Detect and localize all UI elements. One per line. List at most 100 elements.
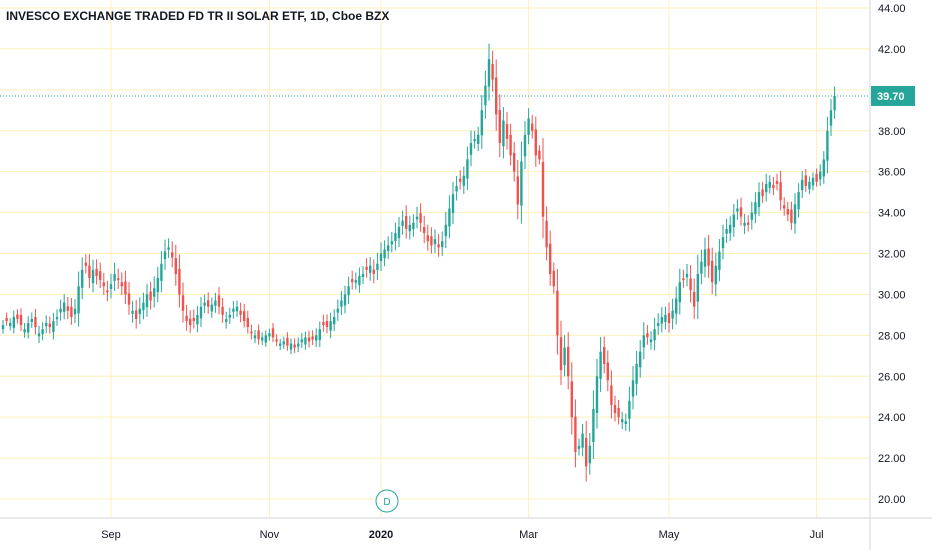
candle-body: [264, 335, 267, 343]
candle-body: [455, 185, 458, 192]
candle-body: [336, 308, 339, 313]
candle-body: [124, 281, 127, 295]
candle-body: [95, 268, 98, 277]
candle-body: [84, 262, 87, 266]
candle-body: [675, 298, 678, 314]
candle-body: [178, 268, 181, 295]
candle-body: [531, 123, 534, 131]
candle-body: [505, 124, 509, 139]
candle-body: [487, 59, 491, 87]
candle-body: [16, 314, 19, 319]
price-tick-label: 42.00: [878, 44, 906, 56]
candle-body: [667, 313, 671, 324]
candle-body: [599, 351, 602, 379]
candle-body: [642, 335, 645, 348]
time-tick-label: Sep: [101, 529, 121, 541]
candle-body: [181, 295, 185, 311]
candle-body: [30, 318, 33, 323]
candle-body: [743, 222, 746, 226]
candle-body: [401, 220, 404, 226]
candle-body: [73, 308, 77, 315]
candle-body: [549, 243, 552, 274]
candle-body: [484, 85, 487, 106]
candle-body: [390, 241, 393, 245]
candle-body: [653, 329, 656, 341]
candle-body: [462, 175, 465, 186]
candle-body: [102, 282, 105, 287]
candle-body: [826, 130, 829, 161]
candle-body: [678, 282, 681, 303]
candle-body: [246, 317, 249, 328]
candle-body: [160, 263, 163, 281]
candle-body: [775, 180, 779, 184]
candle-body: [588, 445, 591, 464]
candle-body: [268, 333, 271, 337]
candle-body: [833, 95, 836, 111]
candle-body: [552, 270, 555, 287]
candle-body: [275, 339, 278, 342]
candle-body: [167, 247, 170, 250]
candle-body: [293, 344, 296, 348]
candle-body: [127, 293, 131, 305]
candle-body: [768, 181, 771, 188]
candle-body: [27, 323, 30, 333]
candle-body: [203, 302, 206, 306]
candle-body: [59, 308, 62, 313]
candle-body: [495, 77, 498, 115]
candle-body: [448, 208, 451, 227]
dividend-marker-label[interactable]: D: [383, 497, 390, 508]
candle-body: [480, 110, 483, 136]
candle-body: [559, 337, 563, 371]
candle-body: [383, 249, 386, 259]
candle-body: [261, 337, 264, 341]
candle-body: [48, 323, 51, 328]
candle-body: [703, 249, 707, 267]
candles[interactable]: [1, 43, 836, 482]
candle-body: [300, 339, 303, 343]
candle-body: [595, 376, 599, 413]
candle-body: [585, 437, 588, 467]
candle-body: [325, 320, 329, 328]
candle-body: [563, 347, 566, 366]
price-tick-label: 20.00: [878, 494, 906, 506]
candle-body: [714, 265, 717, 285]
candle-body: [311, 336, 314, 340]
dividend-marker-circle[interactable]: [375, 489, 399, 513]
time-tick-label: May: [659, 529, 680, 541]
dividend-marker[interactable]: D: [375, 489, 399, 513]
candle-body: [437, 244, 440, 248]
candle-body: [34, 316, 37, 328]
candle-body: [394, 233, 397, 241]
candle-body: [365, 266, 368, 270]
candle-body: [822, 159, 825, 177]
candle-body: [66, 306, 69, 311]
candle-body: [372, 269, 375, 274]
chart-title: INVESCO EXCHANGE TRADED FD TR II SOLAR E…: [6, 9, 389, 23]
candle-body: [297, 343, 300, 347]
candle-body: [721, 237, 725, 249]
candle-body: [693, 291, 696, 307]
candle-body: [235, 306, 239, 312]
candle-body: [621, 419, 624, 423]
candle-body: [513, 152, 516, 172]
candle-body: [412, 222, 415, 230]
time-axis[interactable]: Sep Nov 2020 Mar May Jul: [101, 529, 823, 541]
candle-body: [498, 110, 501, 144]
candle-body: [120, 282, 123, 287]
candle-body: [106, 290, 109, 293]
price-tick-label: 38.00: [878, 126, 906, 138]
candle-body: [685, 273, 689, 278]
candle-body: [207, 300, 210, 307]
candle-body: [77, 286, 80, 314]
price-axis[interactable]: 20.00 22.00 24.00 26.00 28.00 30.00 32.00 34.00…: [878, 3, 906, 506]
candle-body: [682, 278, 685, 281]
candle-body: [466, 159, 469, 179]
price-tick-label: 26.00: [878, 371, 906, 383]
candle-body: [131, 310, 134, 314]
candle-body: [358, 276, 361, 286]
candle-body: [257, 330, 260, 340]
candle-body: [282, 341, 285, 345]
candle-body: [646, 333, 649, 338]
candle-body: [232, 308, 235, 312]
